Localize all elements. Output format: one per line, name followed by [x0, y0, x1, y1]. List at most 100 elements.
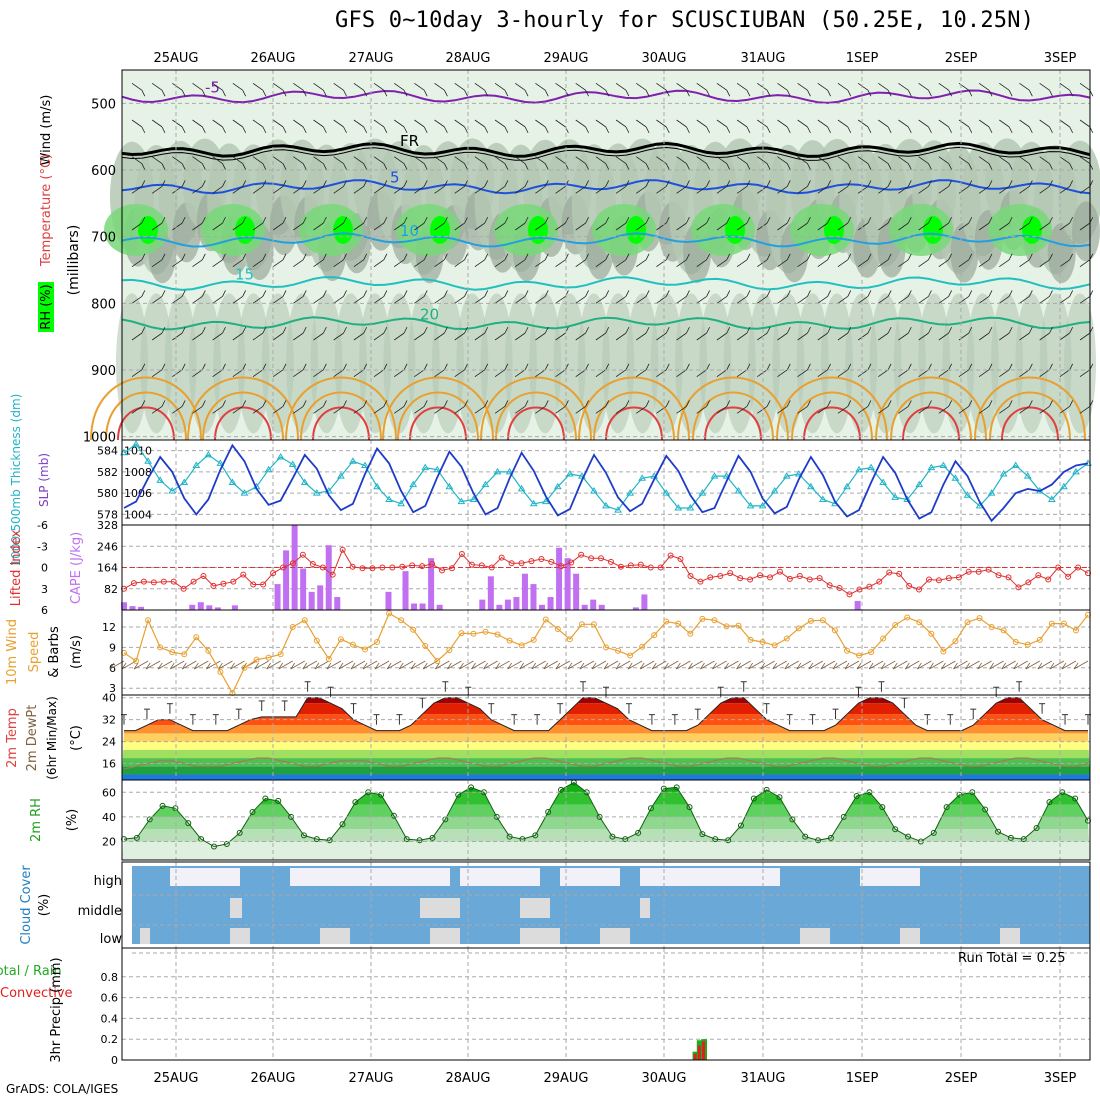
wind-barb: [928, 400, 932, 407]
wind-barb: [181, 290, 186, 297]
wind-barb: [313, 369, 324, 377]
surface-wind-barb: [603, 662, 609, 670]
wind-barb: [373, 186, 385, 194]
wind-barb: [242, 163, 247, 170]
wind-barb: [726, 163, 731, 170]
isotherm-line: [121, 316, 1091, 331]
wind-barb: [515, 259, 526, 267]
wind-barb: [706, 90, 710, 97]
wind-barb: [978, 119, 990, 128]
surface-wind-barb: [181, 662, 187, 670]
wind-barb: [555, 119, 566, 128]
wind10-series-point: [1024, 641, 1031, 648]
wind-barb: [837, 332, 849, 341]
lifted-index-series-point: [538, 556, 545, 562]
wind-barb: [323, 400, 327, 407]
wind-barb: [948, 253, 952, 260]
surface-wind-barb: [1001, 660, 1016, 670]
thickness-series-point: [915, 480, 924, 488]
wind-barb: [928, 363, 932, 370]
rh2m-series-point: [262, 795, 269, 802]
cape-bar: [496, 604, 503, 610]
surface-wind-barb: [953, 662, 958, 670]
wind-barb: [817, 406, 828, 414]
wind10-series-point: [301, 617, 308, 624]
wind10-series-point: [976, 615, 983, 622]
wind-barb: [786, 253, 791, 260]
cape-bar: [129, 606, 136, 610]
surface-wind-barb: [531, 662, 537, 670]
wind-barb: [978, 369, 990, 377]
wind-barb: [716, 222, 727, 231]
wind10-series-point: [386, 610, 393, 617]
rh2m-series-point: [596, 813, 603, 820]
cape-bar: [641, 594, 648, 610]
wind-barb: [262, 290, 267, 297]
wind-barb: [686, 90, 690, 97]
cloud-mid-block: [520, 898, 550, 918]
wind-barb: [555, 186, 566, 194]
lifted-index-series-point: [299, 551, 306, 558]
wind-barb: [161, 180, 166, 187]
wind-barb: [938, 259, 949, 267]
wind-barb: [636, 156, 647, 164]
rh-contour: [334, 293, 367, 434]
wind-barb: [373, 332, 385, 341]
wind-barb: [817, 156, 828, 164]
thickness-series-point: [481, 480, 490, 488]
wind-barb: [978, 83, 990, 91]
ylabel-wind10-speed: Speed: [27, 632, 42, 673]
wind-barb: [313, 186, 324, 194]
thickness-series-point: [312, 489, 321, 496]
wind10-series-point: [506, 637, 513, 644]
wind-barb: [535, 83, 546, 91]
wind-barb: [1059, 296, 1070, 304]
lifted-index-series-point: [657, 564, 664, 571]
surface-wind-barb: [700, 662, 705, 670]
thickness-series-point: [565, 470, 574, 477]
ylabel-dewpt: 2m DewPt: [25, 705, 40, 772]
wind10-series-point: [530, 636, 537, 643]
wind-barb: [615, 296, 627, 304]
rh2m-series-point: [1046, 799, 1053, 806]
wind-barb: [746, 400, 751, 407]
wind-barb: [918, 332, 929, 341]
lifted-index-series-point: [319, 564, 326, 571]
cape-bar: [325, 545, 332, 610]
surface-wind-barb: [398, 662, 404, 670]
wind-barb: [494, 406, 506, 414]
wind-barb: [665, 290, 670, 297]
wind-barb: [867, 253, 872, 260]
ylabel-wind10: 10m Wind: [5, 619, 20, 685]
wind-barb: [686, 126, 690, 134]
wind-barb: [172, 119, 183, 128]
wind-barb: [736, 296, 748, 304]
wind-barb: [252, 406, 264, 414]
wind-barb: [1059, 406, 1070, 414]
wind-barb: [434, 186, 445, 194]
surface-wind-barb: [929, 660, 944, 670]
wind-barb: [181, 180, 186, 187]
date-tick-bottom: 29AUG: [543, 1071, 588, 1086]
wind-barb: [282, 163, 287, 170]
wind-barb: [252, 186, 264, 194]
lifted-index-series-point: [369, 565, 376, 572]
wind-barb: [978, 332, 990, 341]
wind-barb: [1019, 332, 1030, 341]
wind-barb: [434, 296, 445, 304]
wind-barb: [887, 326, 892, 334]
rh2m-tick: 60: [102, 786, 116, 799]
wind-barb: [827, 126, 831, 134]
wind-barb: [918, 296, 929, 304]
rh-contour: [650, 293, 683, 434]
wind-barb: [414, 332, 425, 341]
cloud-high-block: [460, 868, 540, 886]
surface-wind-barb: [881, 660, 896, 670]
wind-barb: [656, 222, 667, 231]
wind-barb: [686, 290, 690, 297]
lifted-index-series-point: [230, 578, 237, 585]
rh2m-series-point: [558, 786, 565, 793]
wind-barb: [393, 186, 405, 194]
ylabel-thickness: 1000-500mb Thickness (dm): [9, 394, 23, 567]
wind-barb: [403, 126, 408, 134]
